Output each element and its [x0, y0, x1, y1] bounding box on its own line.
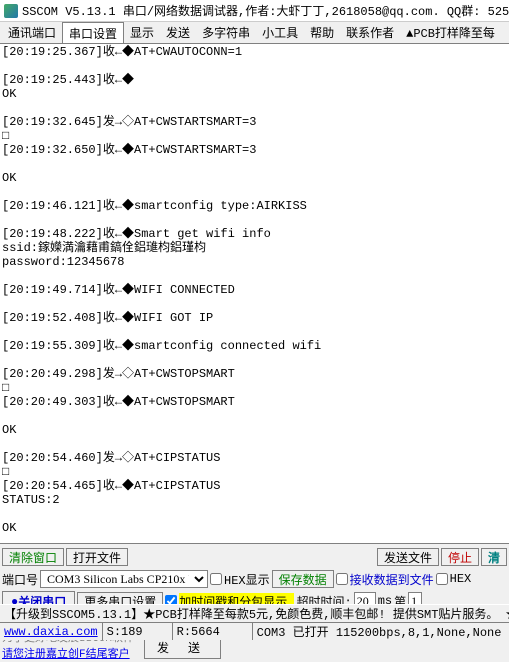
log-line: [20:20:54.460]发→◇AT+CIPSTATUS	[2, 451, 507, 465]
log-line: [20:20:54.465]收←◆AT+CIPSTATUS	[2, 479, 507, 493]
menu-item-2[interactable]: 显示	[124, 22, 160, 43]
log-line	[2, 535, 507, 544]
log-line	[2, 353, 507, 367]
controls-panel: 清除窗口 打开文件 发送文件 停止 清 端口号 COM3 Silicon Lab…	[0, 544, 509, 662]
menu-item-4[interactable]: 多字符串	[196, 22, 256, 43]
log-line	[2, 59, 507, 73]
log-line: [20:19:46.121]收←◆smartconfig type:AIRKIS…	[2, 199, 507, 213]
statusbar: www.daxia.com S:189 R:5664 COM3 已打开 1152…	[0, 622, 509, 640]
log-area[interactable]: [20:19:25.367]收←◆AT+CWAUTOCONN=1 [20:19:…	[0, 44, 509, 544]
hex-show-checkbox[interactable]: HEX显示	[210, 571, 270, 588]
save-data-button[interactable]: 保存数据	[272, 570, 334, 588]
log-line: [20:20:49.298]发→◇AT+CWSTOPSMART	[2, 367, 507, 381]
log-line: OK	[2, 521, 507, 535]
menu-item-0[interactable]: 通讯端口	[2, 22, 62, 43]
hint-link[interactable]: 请您注册嘉立创F结尾客户	[2, 645, 142, 661]
log-line: OK	[2, 87, 507, 101]
log-line: password:12345678	[2, 255, 507, 269]
title-text: SSCOM V5.13.1 串口/网络数据调试器,作者:大虾丁丁,2618058…	[22, 2, 509, 19]
log-line	[2, 325, 507, 339]
log-line: STATUS:2	[2, 493, 507, 507]
log-line: □	[2, 465, 507, 479]
log-line: OK	[2, 423, 507, 437]
site-link[interactable]: www.daxia.com	[0, 623, 102, 640]
clear-q-button[interactable]: 清	[481, 548, 507, 566]
log-line	[2, 437, 507, 451]
menu-item-6[interactable]: 帮助	[304, 22, 340, 43]
status-conn: COM3 已打开 115200bps,8,1,None,None	[252, 623, 509, 640]
log-line: [20:20:49.303]收←◆AT+CWSTOPSMART	[2, 395, 507, 409]
log-line	[2, 101, 507, 115]
promo-statusbar: 【升级到SSCOM5.13.1】★PCB打样降至每款5元,免颜色费,顺丰包邮! …	[0, 604, 509, 622]
log-line	[2, 213, 507, 227]
open-file-button[interactable]: 打开文件	[66, 548, 128, 566]
menu-item-7[interactable]: 联系作者	[340, 22, 400, 43]
hex2-checkbox[interactable]: HEX	[436, 572, 472, 586]
menubar: 通讯端口串口设置显示发送多字符串小工具帮助联系作者▲PCB打样降至每	[0, 22, 509, 44]
log-line	[2, 409, 507, 423]
log-line: [20:19:25.443]收←◆	[2, 73, 507, 87]
menu-item-1[interactable]: 串口设置	[62, 22, 124, 44]
log-line	[2, 297, 507, 311]
log-line: [20:19:25.367]收←◆AT+CWAUTOCONN=1	[2, 45, 507, 59]
promo-text: 【升级到SSCOM5.13.1】★PCB打样降至每款5元,免颜色费,顺丰包邮! …	[4, 605, 509, 622]
menu-item-8[interactable]: ▲PCB打样降至每	[400, 22, 501, 43]
log-line: [20:19:49.714]收←◆WIFI CONNECTED	[2, 283, 507, 297]
log-line	[2, 185, 507, 199]
log-line: OK	[2, 171, 507, 185]
titlebar: SSCOM V5.13.1 串口/网络数据调试器,作者:大虾丁丁,2618058…	[0, 0, 509, 22]
menu-item-3[interactable]: 发送	[160, 22, 196, 43]
log-line	[2, 157, 507, 171]
port-select[interactable]: COM3 Silicon Labs CP210x U	[40, 570, 208, 588]
stop-button[interactable]: 停止	[441, 548, 479, 566]
log-line: [20:19:55.309]收←◆smartconfig connected w…	[2, 339, 507, 353]
log-line: □	[2, 129, 507, 143]
menu-item-5[interactable]: 小工具	[256, 22, 304, 43]
log-line	[2, 269, 507, 283]
log-line: [20:19:32.650]收←◆AT+CWSTARTSMART=3	[2, 143, 507, 157]
port-label: 端口号	[2, 571, 38, 588]
log-line: ssid:鎵嬫満瀹藉甫鎬佺鋁璡枃鋁瑾枃	[2, 241, 507, 255]
recv-file-checkbox[interactable]: 接收数据到文件	[336, 571, 434, 588]
status-recv: R:5664	[172, 623, 252, 640]
app-icon	[4, 4, 18, 18]
clear-window-button[interactable]: 清除窗口	[2, 548, 64, 566]
log-line: □	[2, 381, 507, 395]
log-line	[2, 507, 507, 521]
send-file-button[interactable]: 发送文件	[377, 548, 439, 566]
log-line: [20:19:48.222]收←◆Smart get wifi info	[2, 227, 507, 241]
status-sent: S:189	[102, 623, 172, 640]
log-line: [20:19:32.645]发→◇AT+CWSTARTSMART=3	[2, 115, 507, 129]
log-line: [20:19:52.408]收←◆WIFI GOT IP	[2, 311, 507, 325]
